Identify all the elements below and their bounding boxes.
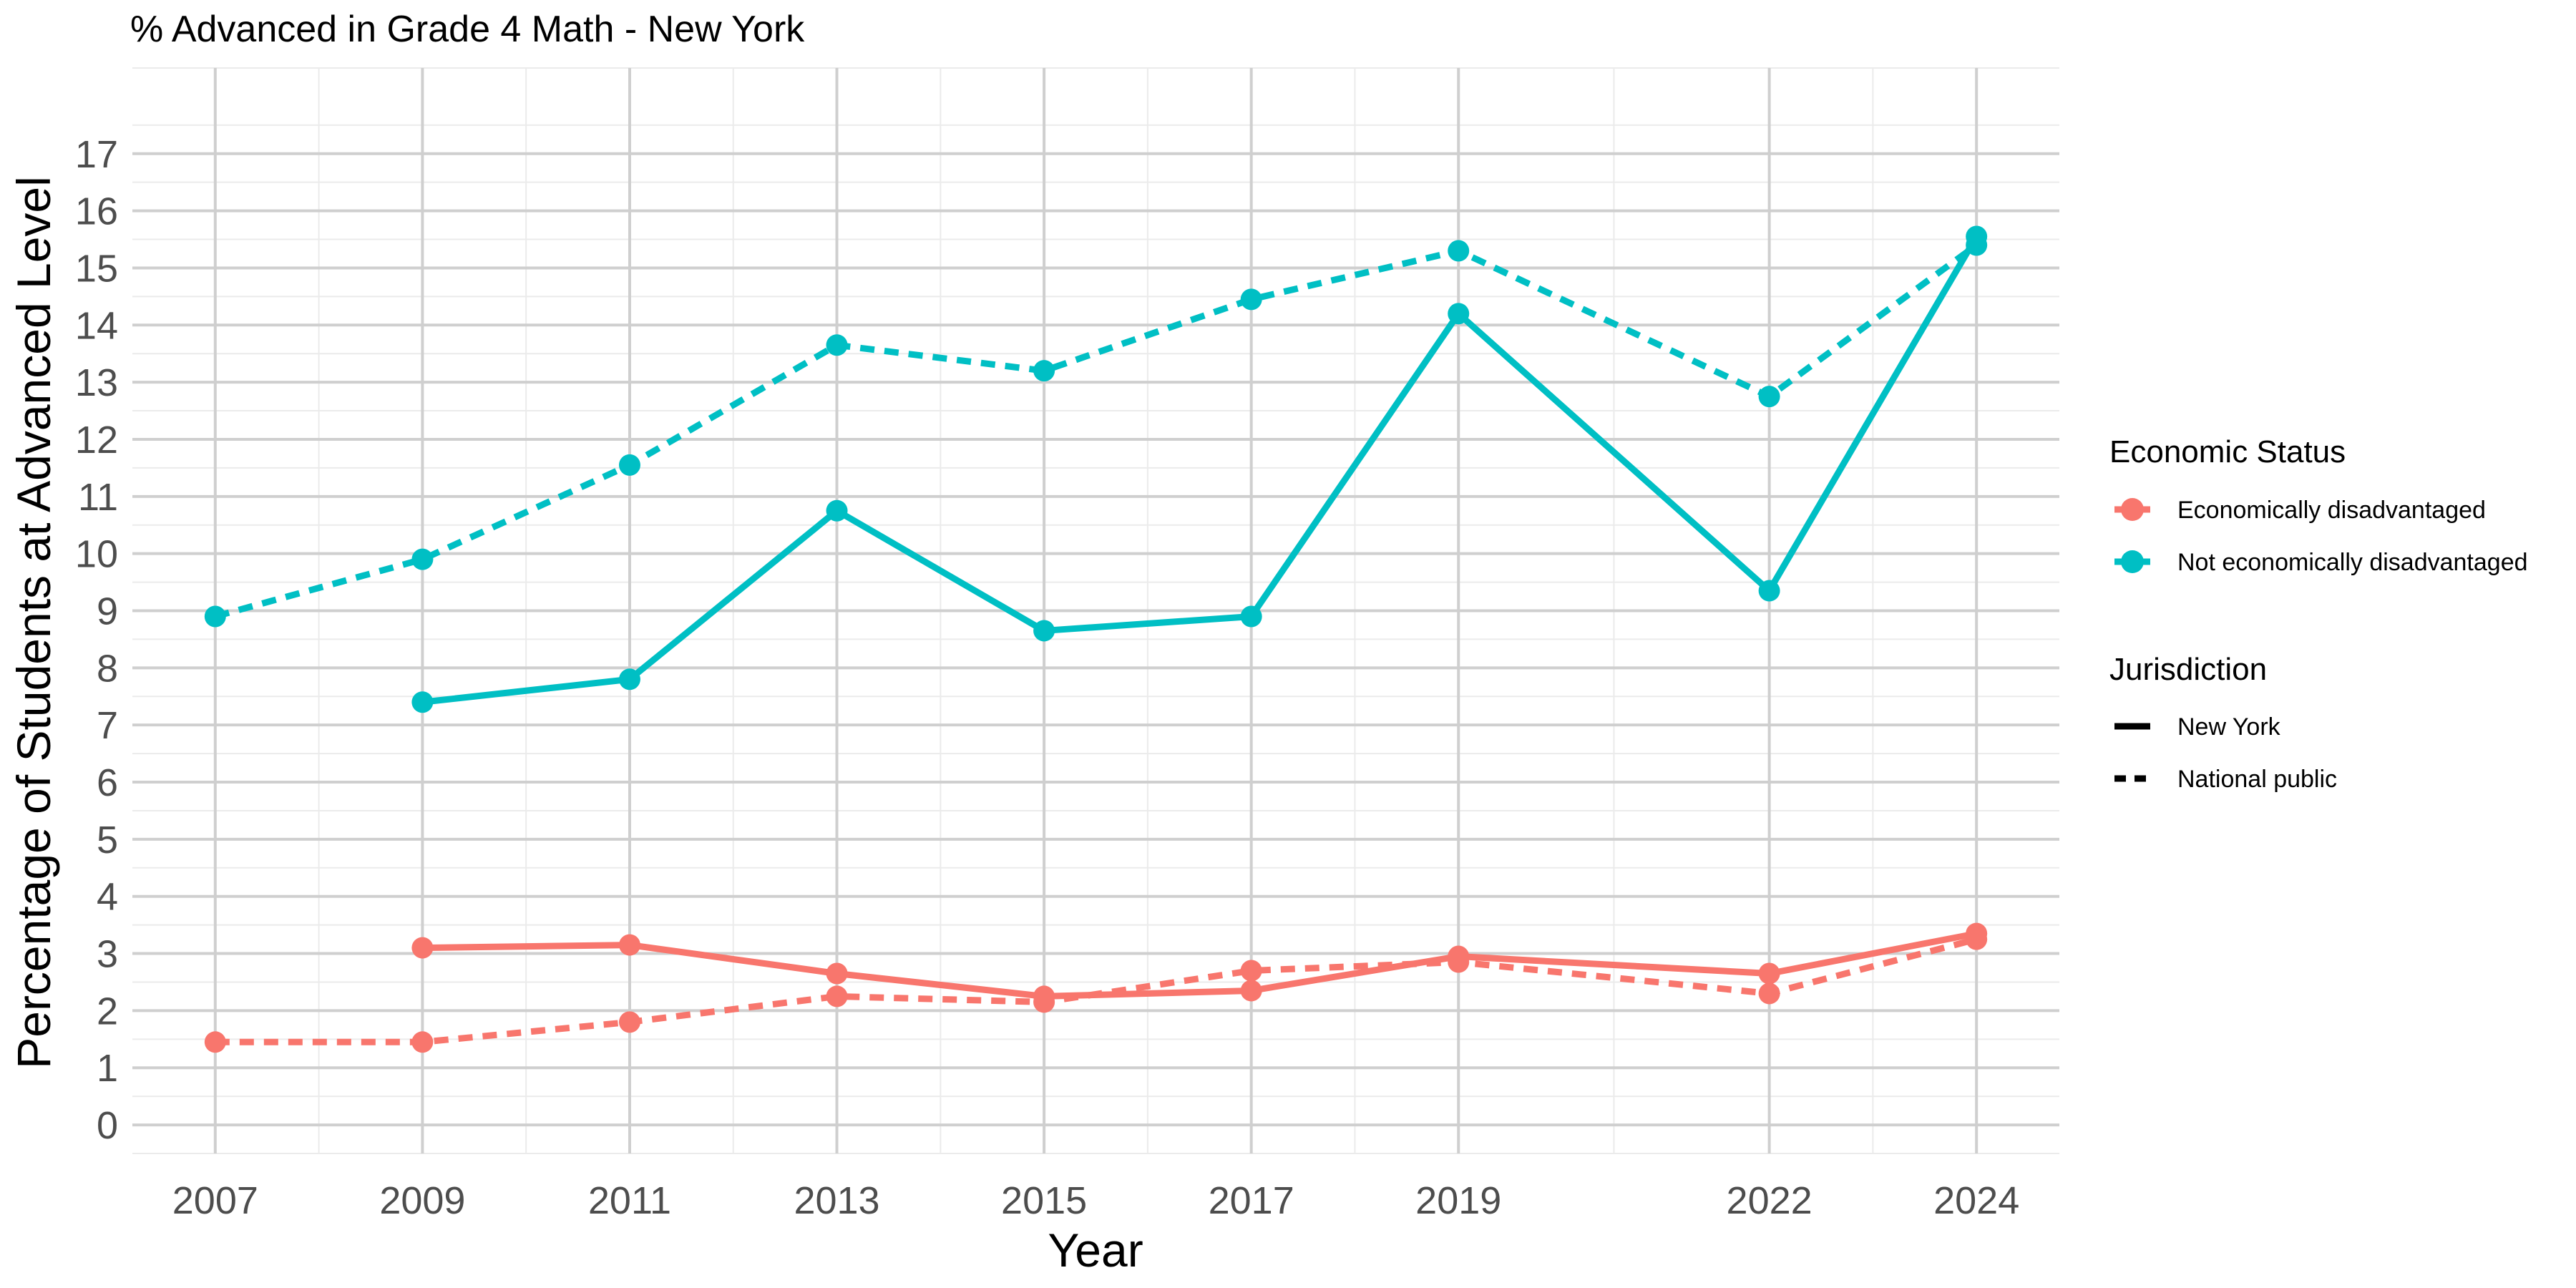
x-tick-label: 2011 — [588, 1179, 671, 1222]
y-tick-label: 12 — [75, 419, 118, 462]
data-point-economically-disadvantaged-national-public — [618, 1011, 640, 1033]
data-point-economically-disadvantaged-national-public — [1033, 991, 1055, 1013]
data-point-not-economically-disadvantaged-national-public — [411, 548, 434, 570]
legend-item-not-economically-disadvantaged: Not economically disadvantaged — [2114, 549, 2528, 576]
y-tick-label: 10 — [75, 533, 118, 576]
data-point-not-economically-disadvantaged-new-york — [826, 499, 848, 522]
y-tick-label: 4 — [97, 876, 118, 919]
legend-item-new-york: New York — [2114, 713, 2281, 741]
data-point-not-economically-disadvantaged-new-york — [618, 668, 640, 691]
data-point-not-economically-disadvantaged-new-york — [1758, 580, 1780, 602]
legend-key-point — [2121, 498, 2144, 521]
data-point-not-economically-disadvantaged-national-public — [204, 605, 226, 628]
legend-label: New York — [2177, 713, 2281, 741]
y-tick-label: 1 — [97, 1047, 118, 1090]
y-tick-label: 5 — [97, 819, 118, 862]
y-tick-label: 13 — [75, 361, 118, 404]
chart-title: % Advanced in Grade 4 Math - New York — [130, 9, 805, 50]
y-tick-label: 14 — [75, 304, 118, 347]
data-point-economically-disadvantaged-national-public — [826, 985, 848, 1008]
data-point-economically-disadvantaged-national-public — [204, 1031, 226, 1053]
data-point-not-economically-disadvantaged-national-public — [1758, 386, 1780, 408]
y-tick-label: 0 — [97, 1104, 118, 1147]
data-point-economically-disadvantaged-new-york — [1758, 962, 1780, 985]
data-point-economically-disadvantaged-national-public — [1966, 928, 1988, 950]
legend-label: Economically disadvantaged — [2177, 497, 2486, 524]
data-point-not-economically-disadvantaged-national-public — [1033, 360, 1055, 382]
series-line-not-economically-disadvantaged-national-public — [214, 242, 1979, 620]
x-tick-label: 2009 — [379, 1179, 465, 1222]
data-point-economically-disadvantaged-new-york — [411, 937, 434, 959]
y-tick-label: 11 — [78, 476, 118, 519]
x-tick-label: 2024 — [1933, 1179, 2019, 1222]
legend-label: Not economically disadvantaged — [2177, 549, 2528, 576]
series-line-not-economically-disadvantaged-new-york — [421, 235, 1980, 706]
data-point-not-economically-disadvantaged-national-public — [618, 454, 640, 476]
y-tick-label: 17 — [75, 133, 118, 176]
legend-title-jurisdiction: Jurisdiction — [2109, 652, 2267, 687]
data-point-not-economically-disadvantaged-new-york — [1448, 303, 1470, 325]
x-tick-label: 2019 — [1415, 1179, 1501, 1222]
legend-item-economically-disadvantaged: Economically disadvantaged — [2114, 497, 2486, 524]
data-point-economically-disadvantaged-national-public — [1448, 951, 1470, 973]
legend-item-national-public: National public — [2114, 766, 2337, 793]
y-tick-label: 9 — [97, 590, 118, 633]
x-tick-label: 2017 — [1209, 1179, 1294, 1222]
y-tick-label: 6 — [97, 761, 118, 804]
y-tick-label: 8 — [97, 647, 118, 690]
series-line-economically-disadvantaged-new-york — [422, 930, 1978, 1000]
data-point-economically-disadvantaged-new-york — [618, 934, 640, 956]
y-axis-title: Percentage of Students at Advanced Level — [7, 176, 60, 1069]
data-point-economically-disadvantaged-new-york — [826, 962, 848, 985]
data-point-not-economically-disadvantaged-new-york — [411, 691, 434, 713]
x-tick-label: 2013 — [794, 1179, 879, 1222]
x-axis-title: Year — [1048, 1224, 1143, 1277]
legend: Economic Status Economically disadvantag… — [2109, 434, 2528, 793]
data-point-economically-disadvantaged-national-public — [1758, 982, 1780, 1005]
y-tick-label: 2 — [97, 990, 118, 1033]
data-point-economically-disadvantaged-new-york — [1240, 980, 1262, 1002]
data-point-not-economically-disadvantaged-national-public — [1448, 240, 1470, 262]
legend-label: National public — [2177, 766, 2337, 793]
x-axis-ticks: 2007 2009 2011 2013 2015 2017 2019 2022 2024 — [172, 1179, 2019, 1222]
legend-key-point — [2121, 550, 2144, 573]
data-point-not-economically-disadvantaged-national-public — [1240, 288, 1262, 311]
data-point-not-economically-disadvantaged-new-york — [1033, 620, 1055, 642]
data-point-not-economically-disadvantaged-national-public — [1966, 234, 1988, 256]
y-tick-label: 3 — [97, 933, 118, 976]
y-tick-label: 7 — [97, 704, 118, 747]
x-tick-label: 2022 — [1727, 1179, 1813, 1222]
data-points — [204, 225, 1988, 1053]
data-point-economically-disadvantaged-national-public — [1240, 960, 1262, 982]
y-tick-label: 15 — [75, 247, 118, 290]
data-point-economically-disadvantaged-national-public — [411, 1031, 434, 1053]
data-point-not-economically-disadvantaged-new-york — [1240, 605, 1262, 628]
y-tick-label: 16 — [75, 190, 118, 233]
grid — [132, 67, 2059, 1154]
x-tick-label: 2007 — [172, 1179, 258, 1222]
x-tick-label: 2015 — [1001, 1179, 1087, 1222]
data-point-not-economically-disadvantaged-national-public — [826, 334, 848, 356]
legend-title-economic-status: Economic Status — [2109, 434, 2346, 469]
